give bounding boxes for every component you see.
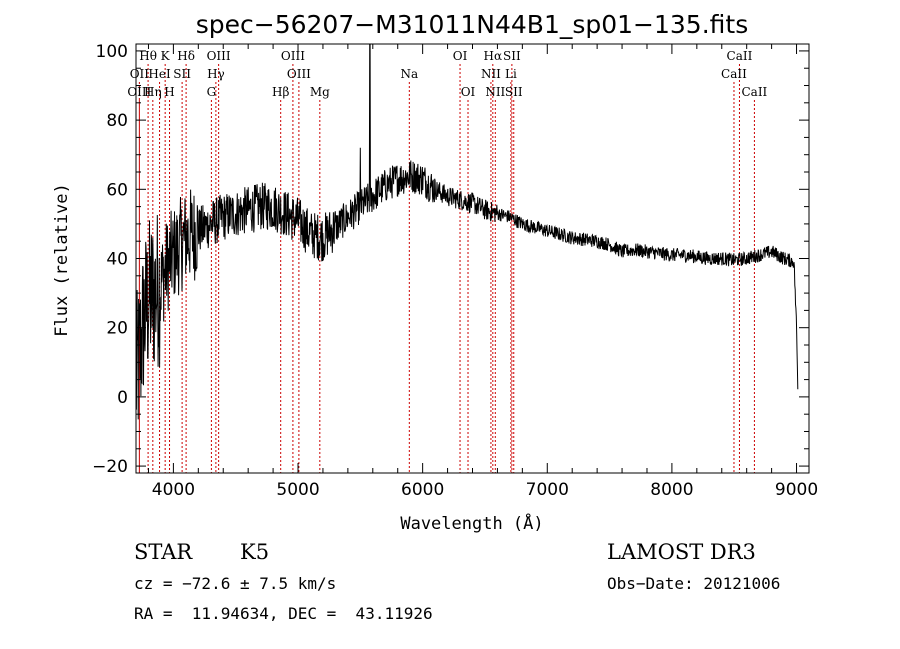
- x-tick-label: 6000: [401, 480, 444, 500]
- line-label: G: [207, 85, 217, 99]
- survey-name: LAMOST DR3: [607, 540, 756, 564]
- line-label: Na: [400, 67, 418, 81]
- line-label: Hγ: [207, 67, 225, 81]
- y-tick-label: −20: [92, 457, 128, 477]
- line-label: Hα: [484, 49, 503, 63]
- x-tick-label: 5000: [276, 480, 319, 500]
- line-label: SII: [505, 85, 523, 99]
- redshift-cz: cz = −72.6 ± 7.5 km/s: [134, 574, 337, 593]
- line-label: NII: [485, 85, 505, 99]
- line-label: HeI: [148, 67, 171, 81]
- line-label: Hθ: [139, 49, 157, 63]
- x-tick-label: 7000: [526, 480, 569, 500]
- object-class: STAR: [134, 540, 193, 564]
- y-axis-label: Flux (relative): [52, 183, 72, 337]
- line-label: Hβ: [272, 85, 289, 99]
- y-tick-label: 40: [106, 250, 128, 270]
- chart-title: spec−56207−M31011N44B1_sp01−135.fits: [196, 10, 749, 39]
- line-label: CaII: [727, 49, 753, 63]
- line-label: OI: [453, 49, 468, 63]
- y-tick-label: 20: [106, 319, 128, 339]
- line-label: SII: [503, 49, 521, 63]
- line-label: OI: [461, 85, 476, 99]
- coordinates: RA = 11.94634, DEC = 43.11926: [134, 604, 433, 623]
- axis-ticks: 4000 5000 6000 7000 8000 9000 −20 0 20 40 60 80 100: [92, 42, 818, 500]
- line-label: OIII: [287, 67, 311, 81]
- line-label: Li: [505, 67, 517, 81]
- y-tick-label: 60: [106, 180, 128, 200]
- x-tick-label: 8000: [650, 480, 693, 500]
- y-tick-label: 80: [106, 111, 128, 131]
- line-label: OIII: [207, 49, 231, 63]
- x-tick-label: 9000: [775, 480, 818, 500]
- line-label: OIII: [281, 49, 305, 63]
- obs-date: Obs−Date: 20121006: [607, 574, 781, 593]
- line-label: SII: [173, 67, 191, 81]
- line-label: CaII: [741, 85, 767, 99]
- line-label: CaII: [721, 67, 747, 81]
- line-label: H: [164, 85, 174, 99]
- line-label: Hη: [144, 85, 162, 99]
- spectrum-line: [135, 43, 799, 420]
- y-tick-label: 100: [96, 42, 128, 62]
- line-label: K: [161, 49, 171, 63]
- x-tick-label: 4000: [152, 480, 195, 500]
- object-subclass: K5: [240, 540, 270, 564]
- line-label: Mg: [310, 85, 330, 99]
- line-label: OIII: [127, 85, 151, 99]
- y-tick-label: 0: [117, 388, 128, 408]
- line-label: NII: [481, 67, 501, 81]
- line-label: OII: [130, 67, 150, 81]
- line-label: Hδ: [177, 49, 195, 63]
- x-axis-label: Wavelength (Å): [400, 512, 543, 534]
